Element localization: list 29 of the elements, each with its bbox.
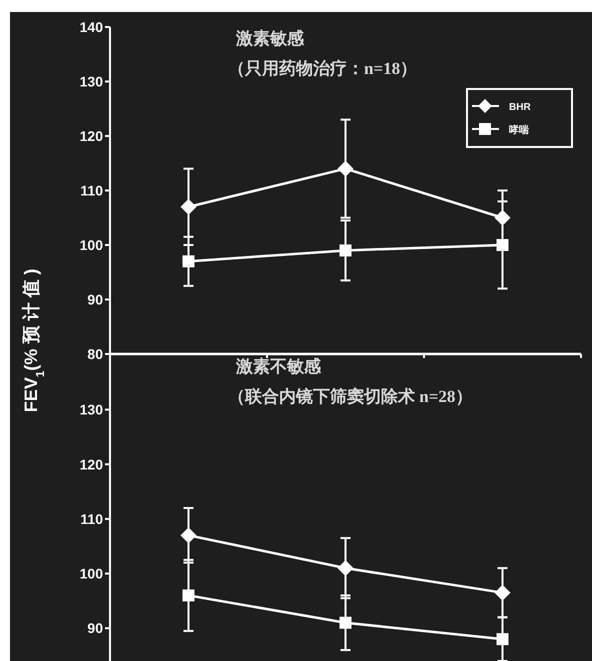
chart-title: 激素不敏感 [235,357,322,376]
y-tick-label: 100 [80,237,104,253]
legend-label: BHR [509,102,532,113]
y-tick-label: 120 [80,456,104,472]
y-tick-label: 90 [87,292,104,308]
y-tick-label: 120 [80,128,104,144]
y-tick-label: 130 [80,402,104,418]
point [494,584,510,601]
point [496,633,508,646]
text: （联合内镜下筛窦切除术 n=28） [228,387,472,406]
y-tick-label: 100 [80,566,104,582]
y-tick-label: 130 [80,74,104,90]
point [180,198,196,215]
chart-title: 激素敏感 [235,29,305,48]
point [180,527,196,544]
point [340,244,352,256]
y-tick-label: 80 [87,346,104,362]
y-tick-label: 110 [80,510,104,527]
y-tick-label: 90 [87,620,104,636]
y-tick-label: 140 [80,19,104,35]
legend-label: 哮喘 [509,124,529,136]
point [338,560,354,576]
point [340,616,352,629]
y-tick-label: 110 [80,182,104,198]
point [496,239,508,251]
point [182,255,194,268]
text: （只用药物治疗：n=18） [228,59,418,78]
point [338,160,354,177]
point [182,589,194,602]
